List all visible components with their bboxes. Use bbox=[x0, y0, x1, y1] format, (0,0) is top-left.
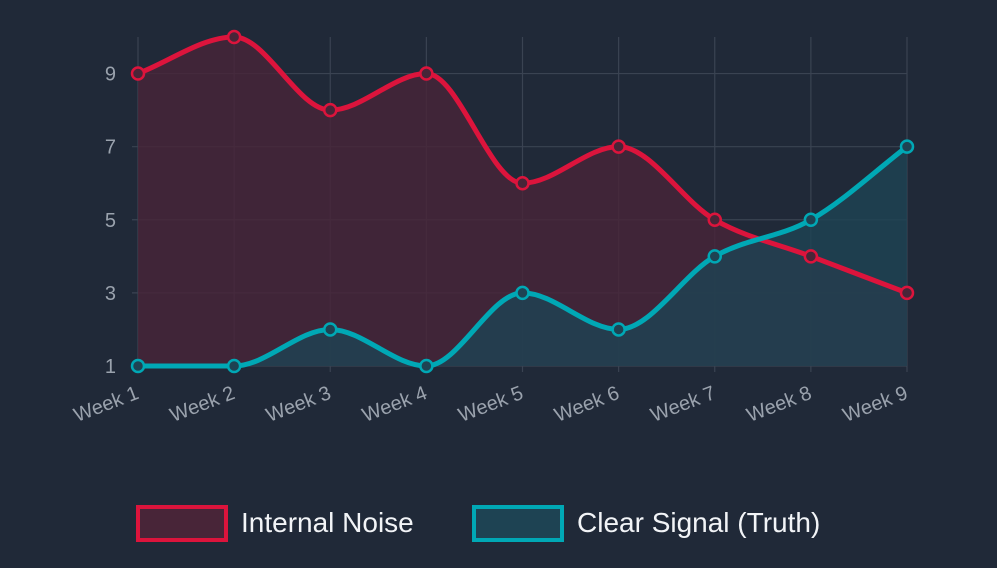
y-tick-label: 9 bbox=[105, 64, 116, 86]
legend-label-internal-noise: Internal Noise bbox=[241, 507, 414, 538]
data-point-clear-signal-truth bbox=[323, 322, 338, 337]
data-point-internal-noise bbox=[803, 249, 819, 264]
x-tick-label: Week 8 bbox=[744, 382, 815, 427]
y-axis-ticks: 1 3 5 7 9 bbox=[105, 64, 116, 378]
x-tick-label: Week 7 bbox=[648, 382, 719, 427]
y-tick-label: 5 bbox=[105, 210, 116, 232]
data-point-internal-noise bbox=[707, 212, 722, 228]
legend: Internal Noise Clear Signal (Truth) bbox=[136, 505, 820, 542]
legend-swatch-internal-noise bbox=[136, 505, 228, 542]
legend-swatch-clear-signal bbox=[472, 505, 564, 542]
data-point-internal-noise bbox=[899, 285, 915, 301]
data-point-internal-noise bbox=[611, 139, 626, 154]
series-fills bbox=[138, 37, 907, 366]
data-point-clear-signal-truth bbox=[515, 285, 530, 301]
y-tick-label: 7 bbox=[105, 137, 116, 159]
data-point-internal-noise bbox=[323, 102, 338, 118]
data-point-internal-noise bbox=[226, 29, 242, 45]
data-point-clear-signal-truth bbox=[419, 358, 434, 374]
x-tick-label: Week 1 bbox=[71, 382, 142, 427]
data-point-internal-noise bbox=[419, 66, 434, 81]
x-tick-label: Week 9 bbox=[840, 382, 911, 427]
series-points bbox=[130, 29, 915, 374]
x-tick-label: Week 5 bbox=[455, 382, 526, 427]
series-fill-clear-signal-truth bbox=[138, 146, 907, 366]
legend-item-clear-signal[interactable]: Clear Signal (Truth) bbox=[472, 505, 820, 542]
data-point-internal-noise bbox=[130, 66, 146, 81]
data-point-clear-signal-truth bbox=[899, 139, 915, 154]
data-point-clear-signal-truth bbox=[707, 249, 722, 264]
legend-item-internal-noise[interactable]: Internal Noise bbox=[136, 505, 414, 542]
data-point-internal-noise bbox=[515, 175, 530, 191]
x-tick-label: Week 3 bbox=[263, 382, 334, 427]
data-point-clear-signal-truth bbox=[803, 212, 819, 228]
x-tick-label: Week 2 bbox=[167, 382, 238, 427]
x-tick-label: Week 6 bbox=[552, 382, 623, 427]
x-tick-label: Week 4 bbox=[359, 382, 430, 427]
data-point-clear-signal-truth bbox=[226, 358, 242, 374]
y-tick-label: 1 bbox=[105, 356, 116, 378]
legend-label-clear-signal: Clear Signal (Truth) bbox=[577, 507, 820, 538]
data-point-clear-signal-truth bbox=[130, 358, 146, 374]
x-axis-ticks: Week 1 Week 2 Week 3 Week 4 Week 5 Week … bbox=[71, 382, 911, 427]
data-point-clear-signal-truth bbox=[611, 322, 626, 337]
y-tick-label: 3 bbox=[105, 283, 116, 305]
